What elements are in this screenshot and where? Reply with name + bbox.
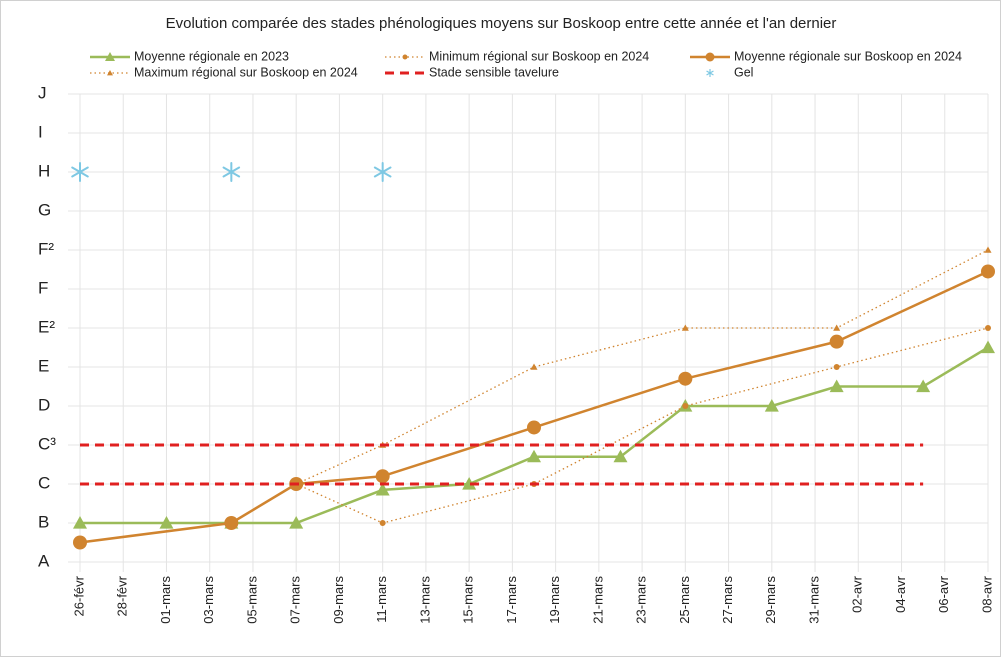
- point: [159, 516, 174, 529]
- snowflake: [222, 162, 241, 182]
- legend-label: Maximum régional sur Boskoop en 2024: [134, 65, 358, 79]
- point: [379, 520, 386, 526]
- x-tick-label: 11-mars: [374, 576, 389, 623]
- legend-item: Moyenne régionale sur Boskoop en 2024: [690, 49, 962, 63]
- x-tick-label: 19-mars: [547, 576, 562, 624]
- x-tick-label: 28-févr: [115, 575, 130, 616]
- point: [289, 516, 304, 529]
- x-tick-label: 15-mars: [461, 576, 476, 624]
- legend-item: Stade sensible tavelure: [385, 65, 559, 79]
- point: [224, 516, 239, 530]
- x-tick-label: 09-mars: [331, 576, 346, 624]
- y-tick-label: D: [38, 395, 50, 414]
- series-line: [79, 270, 989, 544]
- x-tick-label: 31-mars: [806, 576, 821, 624]
- legend-label: Moyenne régionale en 2023: [134, 49, 289, 63]
- point: [682, 403, 689, 409]
- x-tick-label: 08-avr: [979, 575, 994, 613]
- legend-marker: [105, 52, 115, 61]
- series: [71, 162, 392, 182]
- series-line: [295, 249, 989, 485]
- x-tick-label: 02-avr: [850, 575, 865, 613]
- point: [764, 399, 779, 412]
- legend-item: Moyenne régionale en 2023: [90, 49, 289, 63]
- point: [375, 469, 390, 484]
- x-tick-label: 06-avr: [936, 575, 951, 613]
- point: [527, 449, 541, 463]
- y-tick-label: I: [38, 122, 43, 141]
- legend-label: Minimum régional sur Boskoop en 2024: [429, 49, 649, 63]
- snowflake: [373, 162, 392, 182]
- point: [375, 482, 390, 496]
- snowflake-arm: [706, 70, 714, 76]
- legend-label: Stade sensible tavelure: [429, 65, 559, 79]
- x-tick-label: 13-mars: [417, 576, 432, 624]
- x-tick-label: 27-mars: [720, 576, 735, 624]
- x-tick-label: 29-mars: [763, 576, 778, 624]
- point: [916, 379, 931, 393]
- y-tick-label: A: [38, 551, 50, 570]
- point: [73, 535, 87, 550]
- series: [80, 443, 924, 486]
- y-tick-label: E²: [38, 317, 55, 336]
- y-tick-label: B: [38, 512, 49, 531]
- x-tick-label: 21-mars: [590, 576, 605, 624]
- x-tick-label: 03-mars: [201, 576, 216, 624]
- x-tick-label: 07-mars: [288, 576, 303, 624]
- point: [462, 477, 477, 490]
- point: [981, 264, 995, 279]
- point: [530, 363, 538, 370]
- legend-item: Minimum régional sur Boskoop en 2024: [385, 49, 649, 63]
- series-line: [295, 327, 989, 524]
- point: [681, 324, 689, 331]
- snowflake: [71, 162, 89, 182]
- legend-marker: [107, 70, 113, 76]
- y-tick-label: E: [38, 356, 49, 375]
- legend-marker: [706, 69, 714, 77]
- point: [678, 371, 693, 386]
- y-tick-label: C³: [38, 434, 56, 453]
- y-tick-label: J: [38, 83, 47, 102]
- point: [833, 364, 840, 370]
- point: [833, 324, 841, 331]
- legend-marker: [705, 52, 715, 62]
- point: [984, 246, 992, 253]
- legend-label: Moyenne régionale sur Boskoop en 2024: [734, 49, 962, 63]
- snowflake-arm: [222, 166, 241, 178]
- snowflake-arm: [373, 166, 392, 178]
- x-tick-label: 01-mars: [158, 576, 173, 624]
- snowflake-arm: [71, 166, 89, 178]
- x-tick-label: 17-mars: [504, 576, 519, 624]
- y-tick-label: H: [38, 161, 50, 180]
- point: [73, 516, 87, 529]
- y-tick-label: F: [38, 278, 48, 297]
- point: [829, 379, 844, 393]
- point: [981, 340, 995, 354]
- y-tick-label: C: [38, 473, 50, 492]
- y-tick-label: F²: [38, 239, 54, 258]
- legend-label: Gel: [734, 65, 753, 79]
- y-tick-label: G: [38, 200, 51, 219]
- point: [985, 325, 991, 331]
- legend-item: Maximum régional sur Boskoop en 2024: [90, 65, 358, 79]
- point: [527, 420, 541, 435]
- x-tick-label: 25-mars: [677, 576, 692, 624]
- legend-marker: [402, 54, 408, 60]
- x-tick-label: 04-avr: [893, 575, 908, 613]
- x-tick-label: 26-févr: [71, 575, 86, 616]
- point: [613, 449, 628, 463]
- chart-title: Evolution comparée des stades phénologiq…: [166, 15, 837, 32]
- point: [829, 334, 844, 349]
- x-tick-label: 05-mars: [244, 576, 259, 624]
- legend-item: Gel: [706, 65, 753, 79]
- x-tick-label: 23-mars: [634, 576, 649, 624]
